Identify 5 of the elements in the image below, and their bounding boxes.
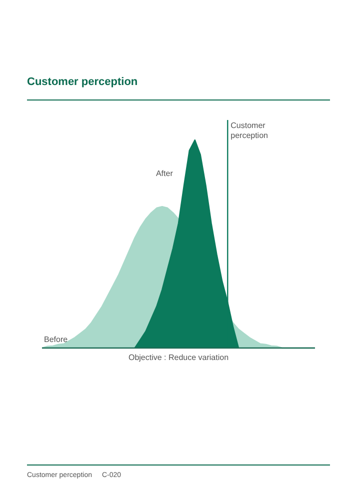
series-label: Before [44,335,68,344]
x-axis-title: Objective : Reduce variation [128,353,229,362]
annotation: Customer perception [230,121,268,140]
chart-title: Customer perception [27,76,138,88]
series-label: After [156,169,174,178]
